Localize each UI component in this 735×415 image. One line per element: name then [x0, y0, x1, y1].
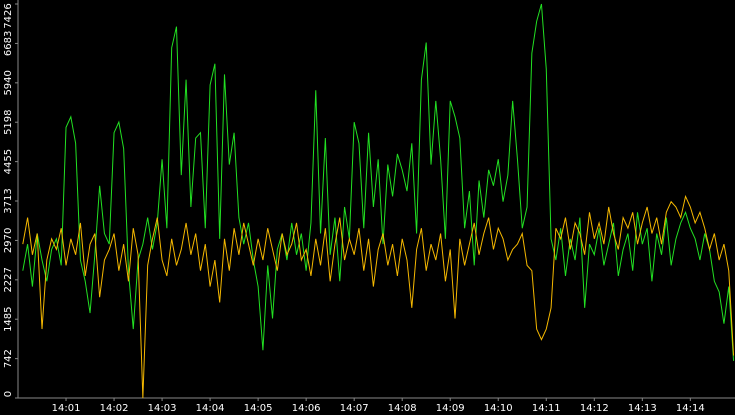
x-tick-label: 14:14: [676, 403, 705, 414]
x-tick-label: 14:13: [628, 403, 657, 414]
x-tick-label: 14:12: [580, 403, 609, 414]
series-line: [22, 194, 735, 399]
y-tick-label: 3713: [3, 188, 14, 213]
x-tick-label: 14:02: [100, 403, 129, 414]
x-tick-label: 14:06: [292, 403, 321, 414]
y-tick-label: 7426: [3, 3, 14, 28]
x-tick-label: 14:03: [148, 403, 177, 414]
x-tick-label: 14:01: [52, 403, 81, 414]
x-tick-label: 14:11: [532, 403, 561, 414]
y-tick-label: 4455: [3, 149, 14, 174]
y-tick-label: 6683: [3, 31, 14, 56]
y-tick-label: 5198: [3, 109, 14, 134]
y-tick-label: 2970: [3, 228, 14, 253]
x-tick-label: 14:08: [388, 403, 417, 414]
y-tick-label: 5940: [3, 70, 14, 95]
y-tick-label: 2227: [3, 267, 14, 292]
y-tick-label: 0: [3, 391, 14, 397]
x-tick-label: 14:09: [436, 403, 465, 414]
y-tick-label: 742: [3, 349, 14, 368]
x-tick-label: 14:07: [340, 403, 369, 414]
x-tick-label: 14:10: [484, 403, 513, 414]
x-tick-label: 14:04: [196, 403, 225, 414]
x-tick-label: 14:05: [244, 403, 273, 414]
y-tick-label: 1485: [3, 306, 14, 331]
series-line: [22, 3, 735, 361]
